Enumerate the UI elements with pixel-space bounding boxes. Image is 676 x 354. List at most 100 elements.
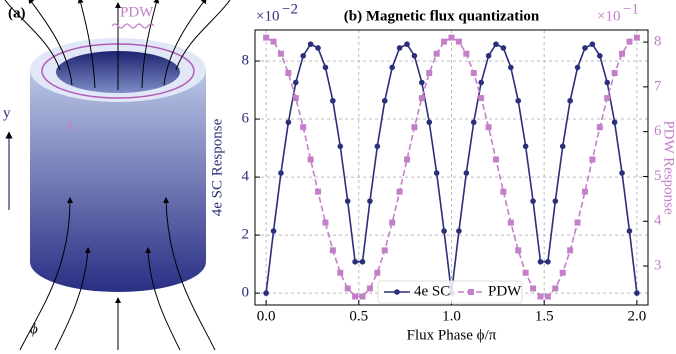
marker xyxy=(374,269,381,276)
marker xyxy=(626,38,633,45)
marker xyxy=(270,228,277,234)
cylinder-body xyxy=(30,70,206,292)
marker xyxy=(367,198,373,204)
marker xyxy=(307,41,314,48)
marker xyxy=(478,95,485,102)
marker xyxy=(537,258,544,265)
marker xyxy=(463,50,470,57)
marker xyxy=(411,53,418,59)
marker xyxy=(433,50,440,57)
marker xyxy=(567,97,573,104)
marker xyxy=(611,69,618,76)
marker xyxy=(500,188,507,195)
y-axis-label: y xyxy=(3,105,11,121)
panel-b: 0.0 0.5 1.0 1.5 2.0 0 2 4 6 8 3 4 5 6 7 8 (b) Magnetic f… xyxy=(209,1,676,343)
marker xyxy=(611,119,618,126)
y2-multiplier: ×10 xyxy=(597,8,620,24)
marker xyxy=(404,156,411,163)
legend-box xyxy=(377,280,523,304)
y2-tick-label: 6 xyxy=(654,123,662,139)
y-tick-label: 2 xyxy=(242,227,250,243)
marker xyxy=(545,258,551,265)
marker xyxy=(485,53,492,59)
marker xyxy=(544,293,551,300)
marker xyxy=(270,38,277,45)
marker xyxy=(604,79,611,86)
marker xyxy=(352,258,358,265)
marker xyxy=(396,188,403,195)
marker xyxy=(322,219,329,226)
chart-title: (b) Magnetic flux quantization xyxy=(344,8,540,24)
marker xyxy=(522,269,529,276)
legend-label: PDW xyxy=(488,283,522,299)
marker xyxy=(441,228,447,234)
marker xyxy=(537,293,544,300)
marker xyxy=(597,53,603,59)
marker xyxy=(263,290,269,296)
plot-frame xyxy=(254,29,649,306)
marker xyxy=(582,45,588,51)
marker xyxy=(285,69,292,76)
marker xyxy=(389,219,396,226)
y2-tick-label: 8 xyxy=(654,34,662,50)
marker xyxy=(515,247,522,254)
marker xyxy=(463,170,470,176)
marker xyxy=(330,97,336,104)
y-axis-label: 4e SC Response xyxy=(209,118,225,216)
marker xyxy=(344,285,351,292)
marker xyxy=(493,41,499,48)
y-multiplier-exp: −2 xyxy=(282,1,298,17)
y2-multiplier-exp: −1 xyxy=(623,1,639,17)
y2-tick-label: 7 xyxy=(654,78,662,94)
marker xyxy=(389,64,395,71)
marker xyxy=(426,119,433,126)
field-lines xyxy=(4,0,231,351)
x-axis-label: x xyxy=(66,117,74,133)
marker xyxy=(456,228,462,234)
marker xyxy=(441,38,448,45)
ring-label: PDW xyxy=(120,4,154,20)
x-tick-label: 2.0 xyxy=(628,308,647,324)
marker xyxy=(634,290,640,296)
marker xyxy=(315,188,322,195)
marker xyxy=(277,50,284,57)
marker xyxy=(478,79,484,86)
marker xyxy=(263,34,270,41)
y-tick-label: 4 xyxy=(242,169,250,185)
x-tick-label: 1.0 xyxy=(442,308,461,324)
marker xyxy=(589,156,596,163)
marker xyxy=(559,143,566,150)
marker xyxy=(619,170,625,176)
marker xyxy=(418,95,425,102)
marker xyxy=(307,156,314,163)
marker xyxy=(470,69,477,76)
panel-label: (a) xyxy=(8,5,26,21)
marker xyxy=(492,156,499,163)
marker xyxy=(522,143,529,150)
marker xyxy=(589,41,596,48)
x-axis-label: Flux Phase ϕ/π xyxy=(407,327,497,343)
marker xyxy=(530,198,536,204)
marker xyxy=(344,198,351,204)
marker xyxy=(337,269,344,276)
series-line xyxy=(265,36,638,298)
marker xyxy=(574,64,581,71)
marker xyxy=(633,34,640,41)
marker xyxy=(374,143,381,150)
marker xyxy=(552,285,559,292)
marker xyxy=(300,124,307,131)
y-tick-label: 0 xyxy=(242,285,250,301)
y-tick-label: 8 xyxy=(242,52,250,68)
y2-tick-label: 4 xyxy=(654,213,662,229)
y2-tick-label: 5 xyxy=(654,168,662,184)
marker xyxy=(292,79,299,86)
marker xyxy=(626,228,633,234)
marker xyxy=(507,219,514,226)
marker xyxy=(278,170,284,176)
legend-marker xyxy=(394,289,400,295)
marker xyxy=(411,124,418,131)
marker xyxy=(426,69,433,76)
y2-tick-label: 3 xyxy=(654,257,662,273)
marker xyxy=(337,143,344,150)
